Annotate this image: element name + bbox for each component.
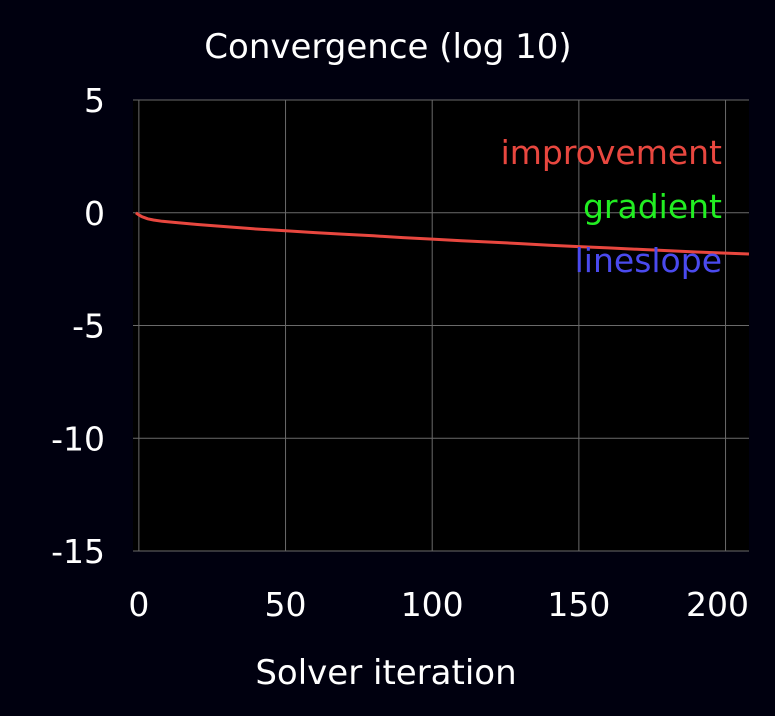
x-tick-label: 0 <box>128 585 149 624</box>
legend-entry-improvement: improvement <box>501 133 722 172</box>
x-axis-ticks: 0 50 100 150 200 <box>128 585 749 624</box>
x-tick-label: 150 <box>547 585 610 624</box>
x-tick-label: 100 <box>401 585 464 624</box>
grid-layer <box>133 99 749 552</box>
x-axis-label: Solver iteration <box>255 653 516 693</box>
y-tick-label: 0 <box>84 194 105 233</box>
chart-title: Convergence (log 10) <box>204 27 571 67</box>
x-tick-label: 200 <box>686 585 749 624</box>
y-tick-label: -10 <box>51 419 105 458</box>
y-axis-ticks: 5 0 -5 -10 -15 <box>51 81 105 571</box>
y-tick-label: -15 <box>51 532 105 571</box>
series-layer <box>135 211 750 256</box>
legend: improvement gradient lineslope <box>501 133 722 280</box>
y-tick-label: -5 <box>72 307 105 346</box>
legend-entry-lineslope: lineslope <box>575 241 722 280</box>
x-tick-label: 50 <box>265 585 307 624</box>
series-line-improvement <box>135 211 750 256</box>
legend-entry-gradient: gradient <box>583 187 722 226</box>
y-tick-label: 5 <box>84 81 105 120</box>
